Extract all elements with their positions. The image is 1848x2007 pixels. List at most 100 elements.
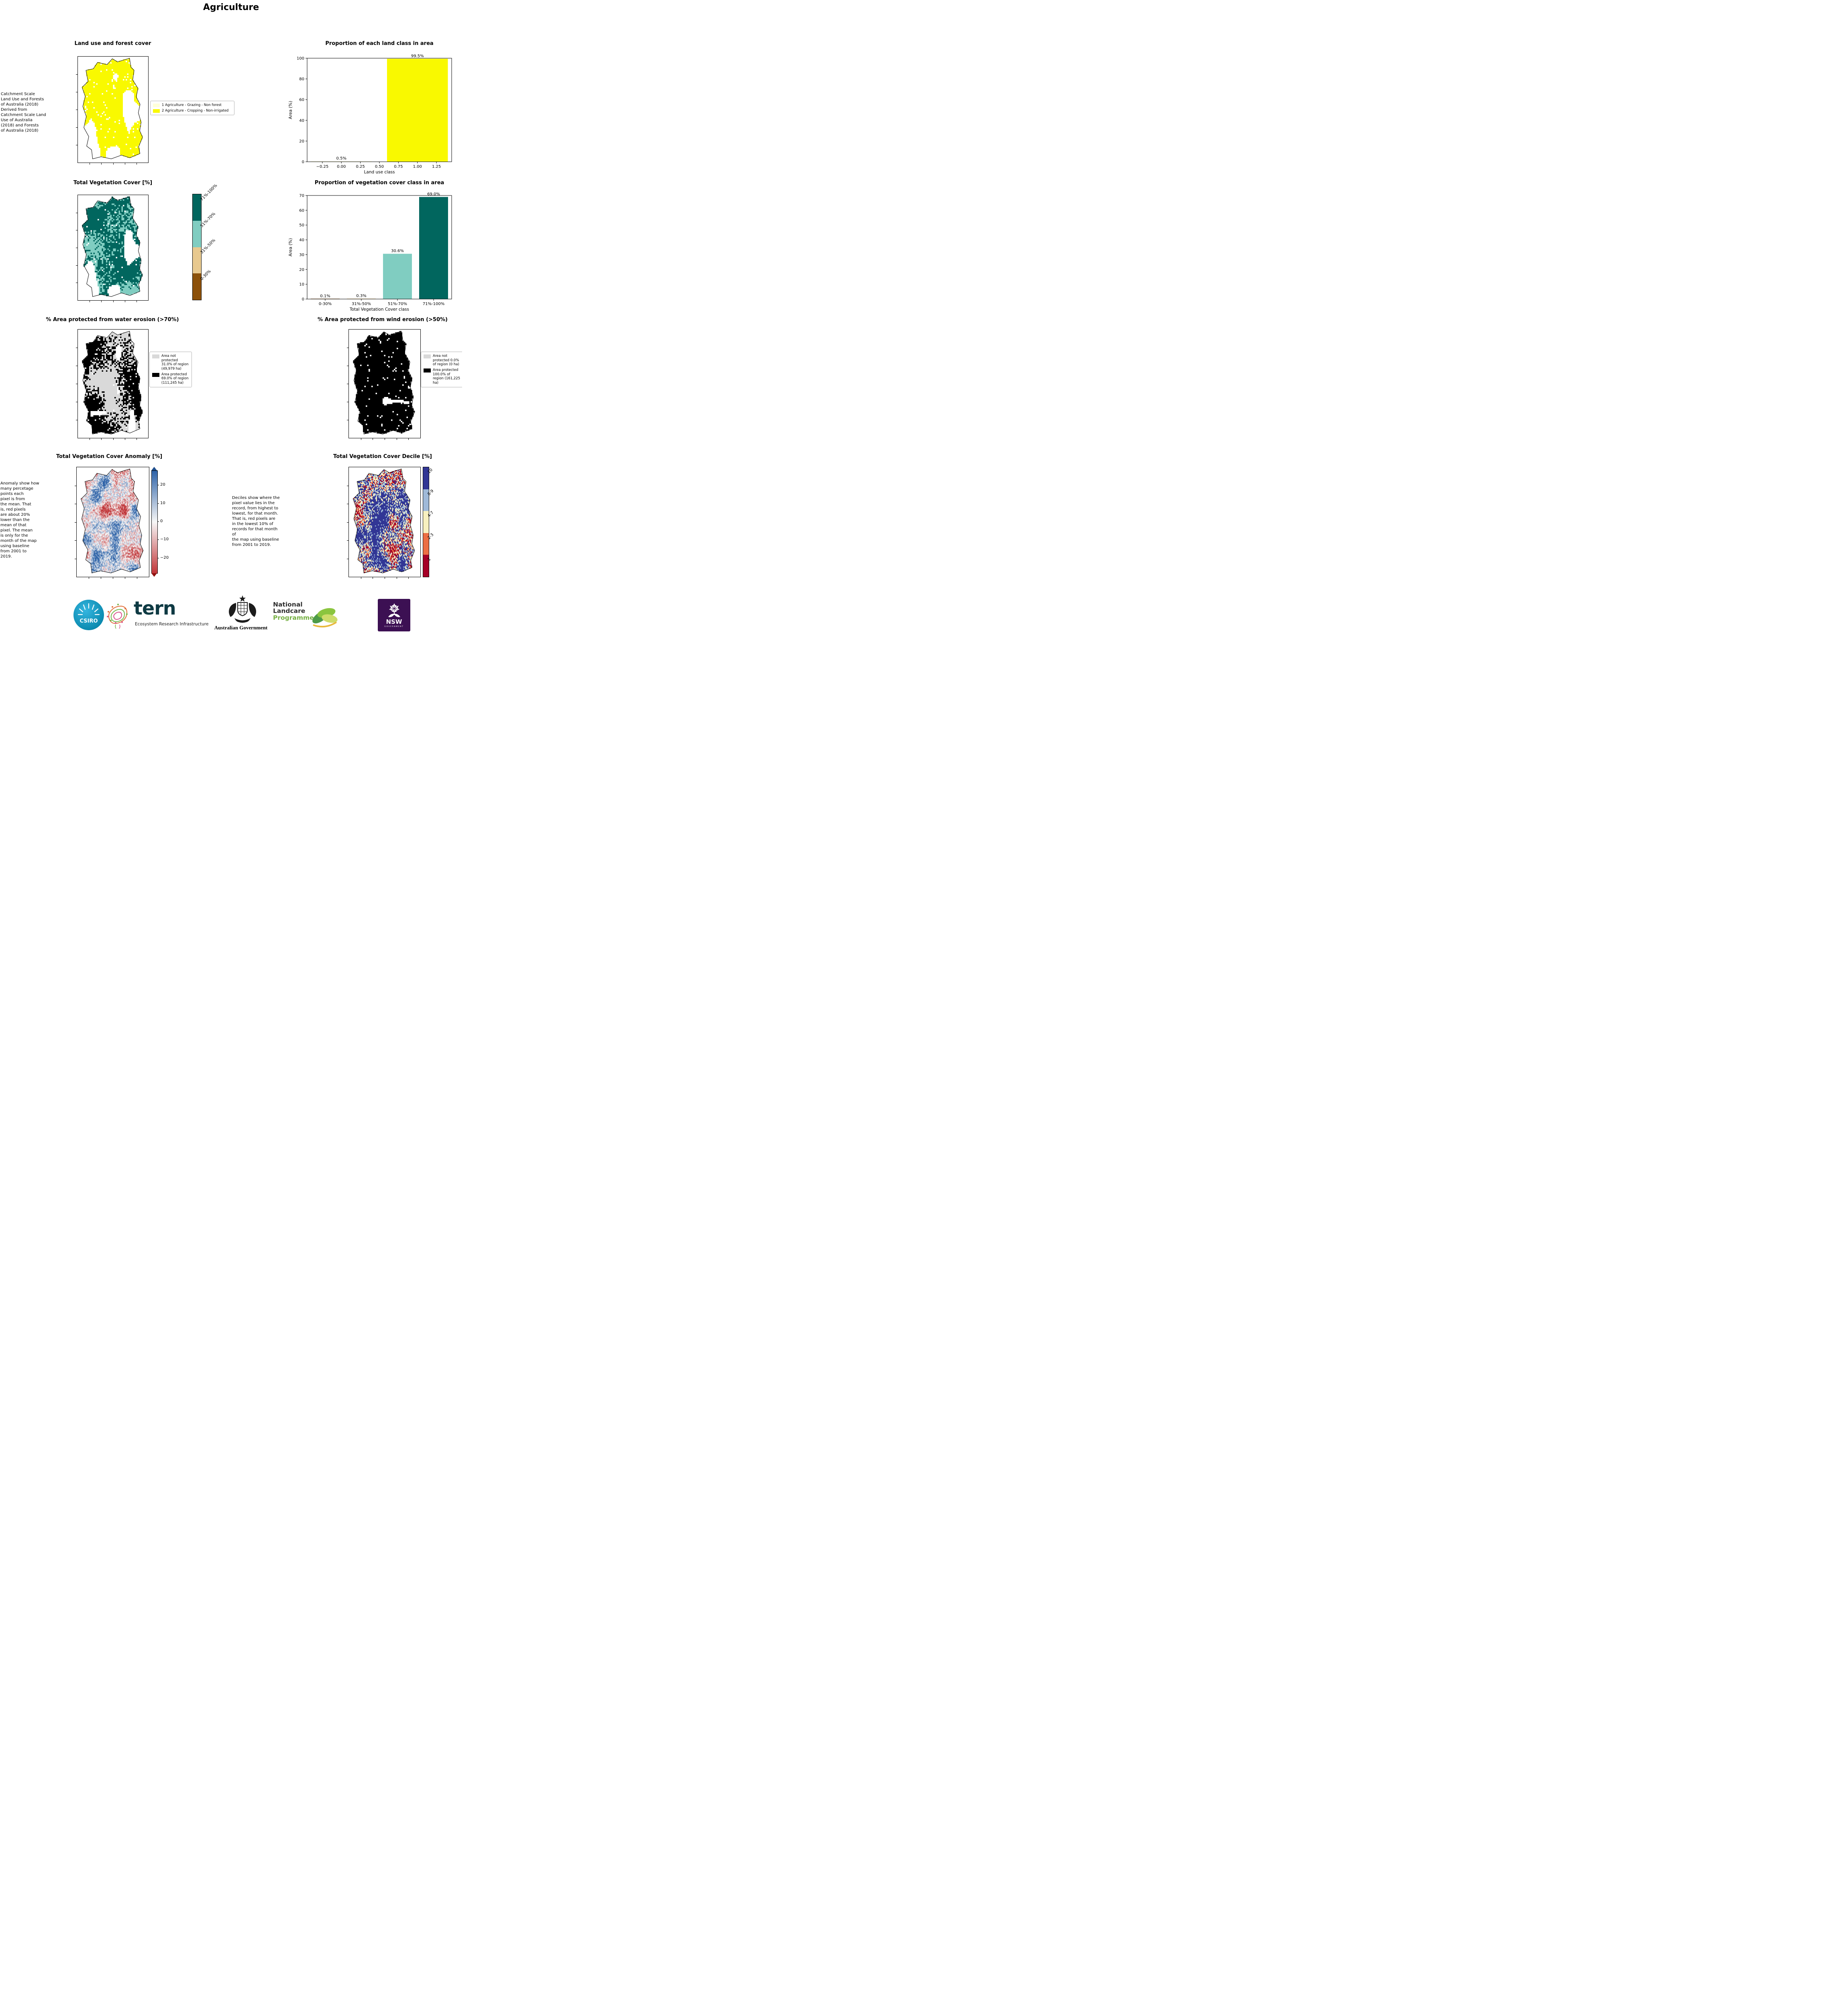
colorbar-label-51-70: 51%-70% xyxy=(200,212,216,228)
landcare-logo-text: National Landcare Programme xyxy=(273,601,314,621)
svg-text:10: 10 xyxy=(299,283,304,287)
nsw-waratah-icon xyxy=(388,603,400,617)
anomaly-map-title: Total Vegetation Cover Anomaly [%] xyxy=(56,454,163,460)
veg-cover-colorbar xyxy=(192,194,202,300)
csiro-logo-icon: CSIRO xyxy=(73,600,104,630)
svg-text:Area (%): Area (%) xyxy=(288,101,293,119)
colorbar-tick-label: 20 xyxy=(160,482,165,487)
wind-erosion-map-title: % Area protected from wind erosion (>50%… xyxy=(318,317,448,323)
svg-text:30.6%: 30.6% xyxy=(391,249,404,253)
axis-tick xyxy=(408,577,409,579)
colorbar-tick xyxy=(157,521,159,522)
colorbar-label-31-50: 31%-50% xyxy=(200,238,216,255)
axis-tick xyxy=(75,522,76,523)
legend-label: 1 Agriculture - Grazing - Non forest xyxy=(162,103,222,107)
veg-cover-map xyxy=(76,195,149,302)
svg-text:Land use class: Land use class xyxy=(364,170,395,175)
svg-text:Total Vegetation Cover class: Total Vegetation Cover class xyxy=(349,307,409,312)
veg-cover-map-title: Total Vegetation Cover [%] xyxy=(73,180,153,186)
anomaly-map xyxy=(75,467,149,579)
svg-text:40: 40 xyxy=(299,118,304,123)
axis-tick xyxy=(101,301,102,302)
landcare-line-national: National xyxy=(273,601,303,608)
svg-text:0.75: 0.75 xyxy=(394,165,403,169)
axis-tick xyxy=(408,438,409,440)
water-erosion-map-canvas xyxy=(78,330,148,438)
colorbar-tick-label: 10 xyxy=(160,501,165,505)
axis-tick xyxy=(75,540,76,541)
colorbar-segment-31-50 xyxy=(193,247,201,274)
colorbar-segment-51-70 xyxy=(193,220,201,247)
legend-swatch-protected xyxy=(424,368,431,372)
australian-government-crest-icon xyxy=(224,595,261,626)
nsw-logo-text: NSW xyxy=(386,618,402,625)
anomaly-map-canvas xyxy=(77,467,149,577)
svg-text:0: 0 xyxy=(302,160,304,165)
land-use-map-title: Land use and forest cover xyxy=(74,41,151,47)
svg-text:99.5%: 99.5% xyxy=(411,54,424,58)
page-title: Agriculture xyxy=(203,2,259,12)
anomaly-side-text: Anomaly show how many percetage points e… xyxy=(0,481,39,559)
land-use-side-text: Catchment Scale Land Use and Forests of … xyxy=(1,92,46,133)
land-use-map xyxy=(76,56,149,165)
anomaly-colorbar-bottom-arrow xyxy=(151,573,157,577)
svg-text:70: 70 xyxy=(299,194,304,198)
svg-text:60: 60 xyxy=(299,98,304,102)
legend-entry: 2 Agriculture - Cropping - Non-irrigated xyxy=(153,109,232,113)
svg-text:30: 30 xyxy=(299,253,304,257)
svg-text:0-30%: 0-30% xyxy=(319,302,332,306)
colorbar-segment-4-7 xyxy=(423,511,429,533)
legend-swatch-not-protected xyxy=(424,354,431,358)
axis-tick xyxy=(113,438,114,440)
decile-colorbar xyxy=(423,467,429,577)
axis-tick xyxy=(113,301,114,302)
wind-erosion-map xyxy=(347,329,421,440)
land-use-map-canvas xyxy=(78,57,148,163)
legend-label: Area not protected 31.0% of region (49,9… xyxy=(161,354,189,371)
nsw-government-logo: NSW GOVERNMENT xyxy=(378,599,410,631)
axis-tick xyxy=(113,163,114,165)
legend-entry: Area not protected 31.0% of region (49,9… xyxy=(152,354,189,371)
land-class-bar-chart: 0 20 40 60 80 100 −0.25 0.00 0.25 0.50 0.75 1.00 1.2… xyxy=(281,40,462,179)
svg-text:51%-70%: 51%-70% xyxy=(388,302,407,306)
colorbar-segment-2-3 xyxy=(423,533,429,555)
anomaly-colorbar xyxy=(151,470,158,574)
svg-text:0.00: 0.00 xyxy=(337,165,346,169)
svg-text:−0.25: −0.25 xyxy=(316,165,329,169)
svg-text:20: 20 xyxy=(299,268,304,272)
legend-entry: Area not protected 0.0% of region (0 ha) xyxy=(424,354,460,367)
tern-logo-text: tern xyxy=(134,597,176,619)
wind-erosion-legend: Area not protected 0.0% of region (0 ha)… xyxy=(421,352,462,388)
svg-text:0.5%: 0.5% xyxy=(336,157,346,161)
colorbar-segment-0-30 xyxy=(193,273,201,300)
tern-dot-art-icon xyxy=(104,600,130,632)
svg-text:0.25: 0.25 xyxy=(356,165,365,169)
axis-tick xyxy=(76,74,77,75)
landcare-line-landcare: Landcare xyxy=(273,607,306,615)
csiro-logo: CSIRO xyxy=(73,600,104,632)
svg-text:69.0%: 69.0% xyxy=(427,192,440,197)
colorbar-segment-10 xyxy=(423,467,429,489)
axis-tick xyxy=(76,127,77,128)
veg-class-bar-chart: 0 10 20 30 40 50 60 70 0-30% 31%-50% 51%-70% 71%-10… xyxy=(281,177,462,312)
landcare-line-programme: Programme xyxy=(273,614,314,621)
nsw-logo-subtext: GOVERNMENT xyxy=(384,626,404,628)
veg-cover-map-canvas xyxy=(78,195,148,300)
tern-tagline: Ecosystem Research Infrastructure xyxy=(135,622,209,627)
legend-label: Area protected 69.0% of region (111,245 … xyxy=(161,372,189,385)
svg-text:1.00: 1.00 xyxy=(413,165,422,169)
axis-tick xyxy=(101,163,102,165)
landcare-leaves-icon xyxy=(308,601,340,630)
svg-text:71%-100%: 71%-100% xyxy=(423,302,444,306)
colorbar-segment-71-100 xyxy=(193,194,201,221)
legend-label: Area protected 100.0% of region (161,225… xyxy=(433,368,460,385)
legend-entry: Area protected 100.0% of region (161,225… xyxy=(424,368,460,385)
legend-entry: 1 Agriculture - Grazing - Non forest xyxy=(153,103,232,108)
svg-text:80: 80 xyxy=(299,77,304,81)
axis-tick xyxy=(347,522,348,523)
colorbar-segment-8-9 xyxy=(423,489,429,511)
svg-text:31%-50%: 31%-50% xyxy=(352,302,371,306)
decile-map-title: Total Vegetation Cover Decile [%] xyxy=(333,454,432,460)
legend-label: Area not protected 0.0% of region (0 ha) xyxy=(433,354,459,367)
water-erosion-legend: Area not protected 31.0% of region (49,9… xyxy=(149,352,192,388)
